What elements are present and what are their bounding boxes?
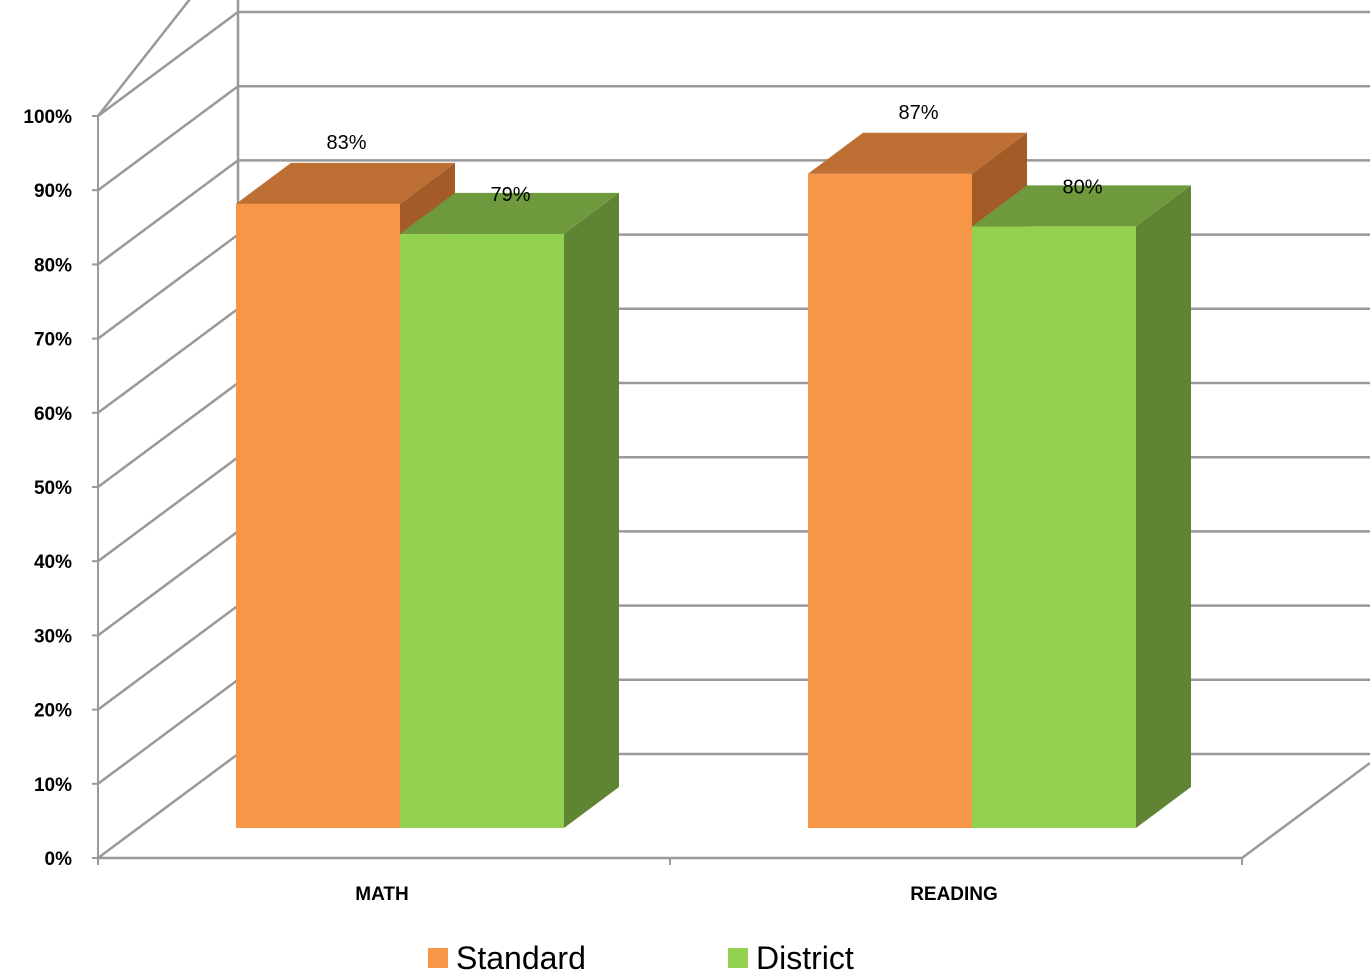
y-tick-label: 40% [34,552,72,573]
bar [972,226,1136,828]
legend-item-standard: Standard [428,938,586,978]
y-tick-label: 80% [34,255,72,276]
x-category-label: MATH [355,884,408,905]
x-category-label: READING [910,884,998,905]
bar-top [400,192,619,234]
side-wall-gridline [97,604,239,711]
side-wall-gridline [97,159,239,266]
side-wall-gridline [97,307,239,414]
legend-label-district: District [756,940,854,976]
legend-item-district: District [728,938,854,978]
y-tick-label: 90% [34,181,72,202]
legend: Standard District [0,938,1370,978]
y-tick-label: 70% [34,330,72,351]
chart: 0% 10% 20% 30% 40% 50% 60% 70% 80% 90% 100% MATH REA… [23,0,1370,905]
y-tick-label: 20% [34,701,72,722]
side-wall-gridline [97,85,239,192]
data-label: 83% [326,132,366,154]
bar [808,173,972,828]
side-wall-gridline [97,456,239,563]
bar [400,233,564,829]
bar-top [808,132,1027,174]
y-tick-label: 50% [34,478,72,499]
side-wall-gridline [97,752,239,860]
y-tick-label: 100% [23,107,72,128]
bar-side [1136,185,1191,828]
side-wall-gridline [97,530,239,637]
floor-right-edge [1241,761,1370,860]
side-wall-gridline [97,381,239,489]
data-label: 80% [1062,176,1102,198]
data-label: 79% [490,184,530,206]
y-tick-label: 60% [34,404,72,425]
side-wall-top-edge [97,0,191,117]
legend-swatch-standard [428,948,448,968]
bar-side [564,192,619,829]
bar-top [972,185,1191,227]
side-wall-gridline [97,10,239,118]
side-wall-gridline [97,233,239,340]
bar [236,203,400,829]
legend-swatch-district [728,948,748,968]
side-wall-gridline [97,678,239,785]
data-label: 87% [898,102,938,124]
y-tick-label: 10% [34,775,72,796]
legend-label-standard: Standard [456,940,586,976]
y-tick-label: 30% [34,626,72,647]
bar-top [236,162,455,204]
y-tick-label: 0% [45,849,73,870]
